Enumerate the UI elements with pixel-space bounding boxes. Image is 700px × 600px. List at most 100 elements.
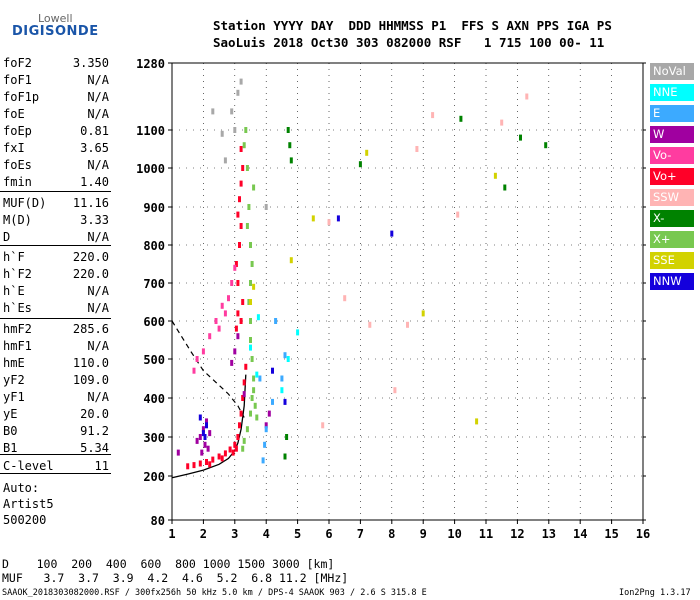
param-label: fmin: [3, 175, 32, 189]
data-point: [244, 363, 248, 370]
param-row: B1 5.34: [3, 441, 109, 456]
scaling-program: Artist5: [3, 497, 54, 511]
param-value: N/A: [87, 73, 109, 87]
param-label: h`F2: [3, 267, 32, 281]
param-value: 220.0: [72, 250, 109, 264]
param-separator: [0, 454, 111, 455]
param-row: MUF(D) 11.16: [3, 196, 109, 211]
param-value: 3.33: [80, 213, 109, 227]
param-label: h`F: [3, 250, 25, 264]
param-value: 91.2: [80, 424, 109, 438]
data-point: [358, 161, 362, 168]
data-point: [288, 142, 292, 149]
param-label: foE: [3, 107, 25, 121]
legend-item: X+: [650, 231, 694, 248]
data-point: [241, 445, 245, 452]
legend-item: NNE: [650, 84, 694, 101]
data-point: [252, 283, 256, 290]
data-point: [239, 78, 243, 85]
param-value: 110.0: [72, 356, 109, 370]
data-point: [236, 310, 240, 317]
data-point: [336, 215, 340, 222]
data-point: [236, 434, 240, 440]
data-point: [239, 410, 243, 417]
y-tick-label: 800: [143, 239, 165, 253]
param-value: 5.34: [80, 441, 109, 455]
param-value: N/A: [87, 284, 109, 298]
param-row: foF1 N/A: [3, 73, 109, 88]
data-point: [264, 426, 268, 433]
data-point: [256, 314, 260, 321]
x-tick-label: 16: [636, 527, 650, 541]
data-point: [500, 119, 504, 126]
param-row: h`Es N/A: [3, 301, 109, 316]
param-value: N/A: [87, 90, 109, 104]
x-tick-label: 14: [573, 527, 587, 541]
data-point: [205, 422, 208, 429]
x-tick-label: 12: [510, 527, 524, 541]
data-point: [247, 299, 251, 305]
data-point: [220, 302, 224, 309]
data-point: [236, 89, 240, 96]
data-point: [459, 115, 463, 122]
data-point: [252, 184, 256, 191]
y-tick-label: 900: [143, 201, 165, 215]
data-point: [176, 449, 180, 456]
data-point: [208, 461, 212, 468]
profile-curve: [171, 374, 247, 479]
data-point: [214, 318, 218, 324]
data-point: [230, 359, 234, 366]
data-point: [192, 462, 196, 469]
data-point: [195, 356, 199, 362]
param-label: MUF(D): [3, 196, 47, 210]
header-row-1: Station YYYY DAY DDD HHMMSS P1 FFS S AXN…: [213, 18, 612, 33]
param-value: 220.0: [72, 267, 109, 281]
x-tick-label: 2: [200, 527, 207, 541]
data-point: [231, 449, 235, 456]
legend-item: SSE: [650, 252, 694, 269]
data-point: [415, 146, 419, 152]
data-point: [241, 299, 245, 305]
param-value: N/A: [87, 390, 109, 404]
data-point: [249, 344, 252, 351]
y-tick-label: 300: [143, 431, 165, 445]
data-point: [217, 453, 221, 460]
header-row-2: SaoLuis 2018 Oct30 303 082000 RSF 1 715 …: [213, 35, 605, 50]
data-point: [220, 130, 224, 137]
data-point: [211, 456, 215, 463]
param-row: foE N/A: [3, 107, 109, 122]
legend-item: Vo+: [650, 168, 694, 185]
param-value: 11: [94, 459, 109, 473]
data-point: [253, 402, 257, 409]
data-point: [208, 333, 212, 340]
data-point: [519, 134, 522, 141]
data-point: [242, 142, 246, 149]
data-point: [198, 434, 202, 440]
param-separator: [0, 245, 111, 246]
param-row: fxI 3.65: [3, 141, 109, 156]
param-row: h`E N/A: [3, 284, 109, 299]
x-tick-label: 5: [294, 527, 301, 541]
data-point: [201, 348, 205, 355]
data-point: [249, 280, 252, 286]
y-tick-label: 400: [143, 392, 165, 406]
x-tick-label: 10: [447, 527, 461, 541]
param-label: hmF1: [3, 339, 32, 353]
data-point: [283, 398, 287, 405]
data-point: [205, 459, 208, 465]
param-value: 20.0: [80, 407, 109, 421]
data-point: [280, 387, 284, 394]
data-point: [271, 367, 274, 374]
data-point: [236, 211, 240, 218]
param-value: 1.40: [80, 175, 109, 189]
data-point: [289, 257, 293, 264]
data-point: [245, 165, 249, 171]
data-point: [365, 149, 369, 156]
y-tick-label: 200: [143, 470, 165, 484]
param-label: h`E: [3, 284, 25, 298]
param-value: 3.65: [80, 141, 109, 155]
param-label: yF1: [3, 390, 25, 404]
x-tick-label: 11: [479, 527, 493, 541]
param-label: foF1p: [3, 90, 40, 104]
data-point: [368, 321, 372, 328]
